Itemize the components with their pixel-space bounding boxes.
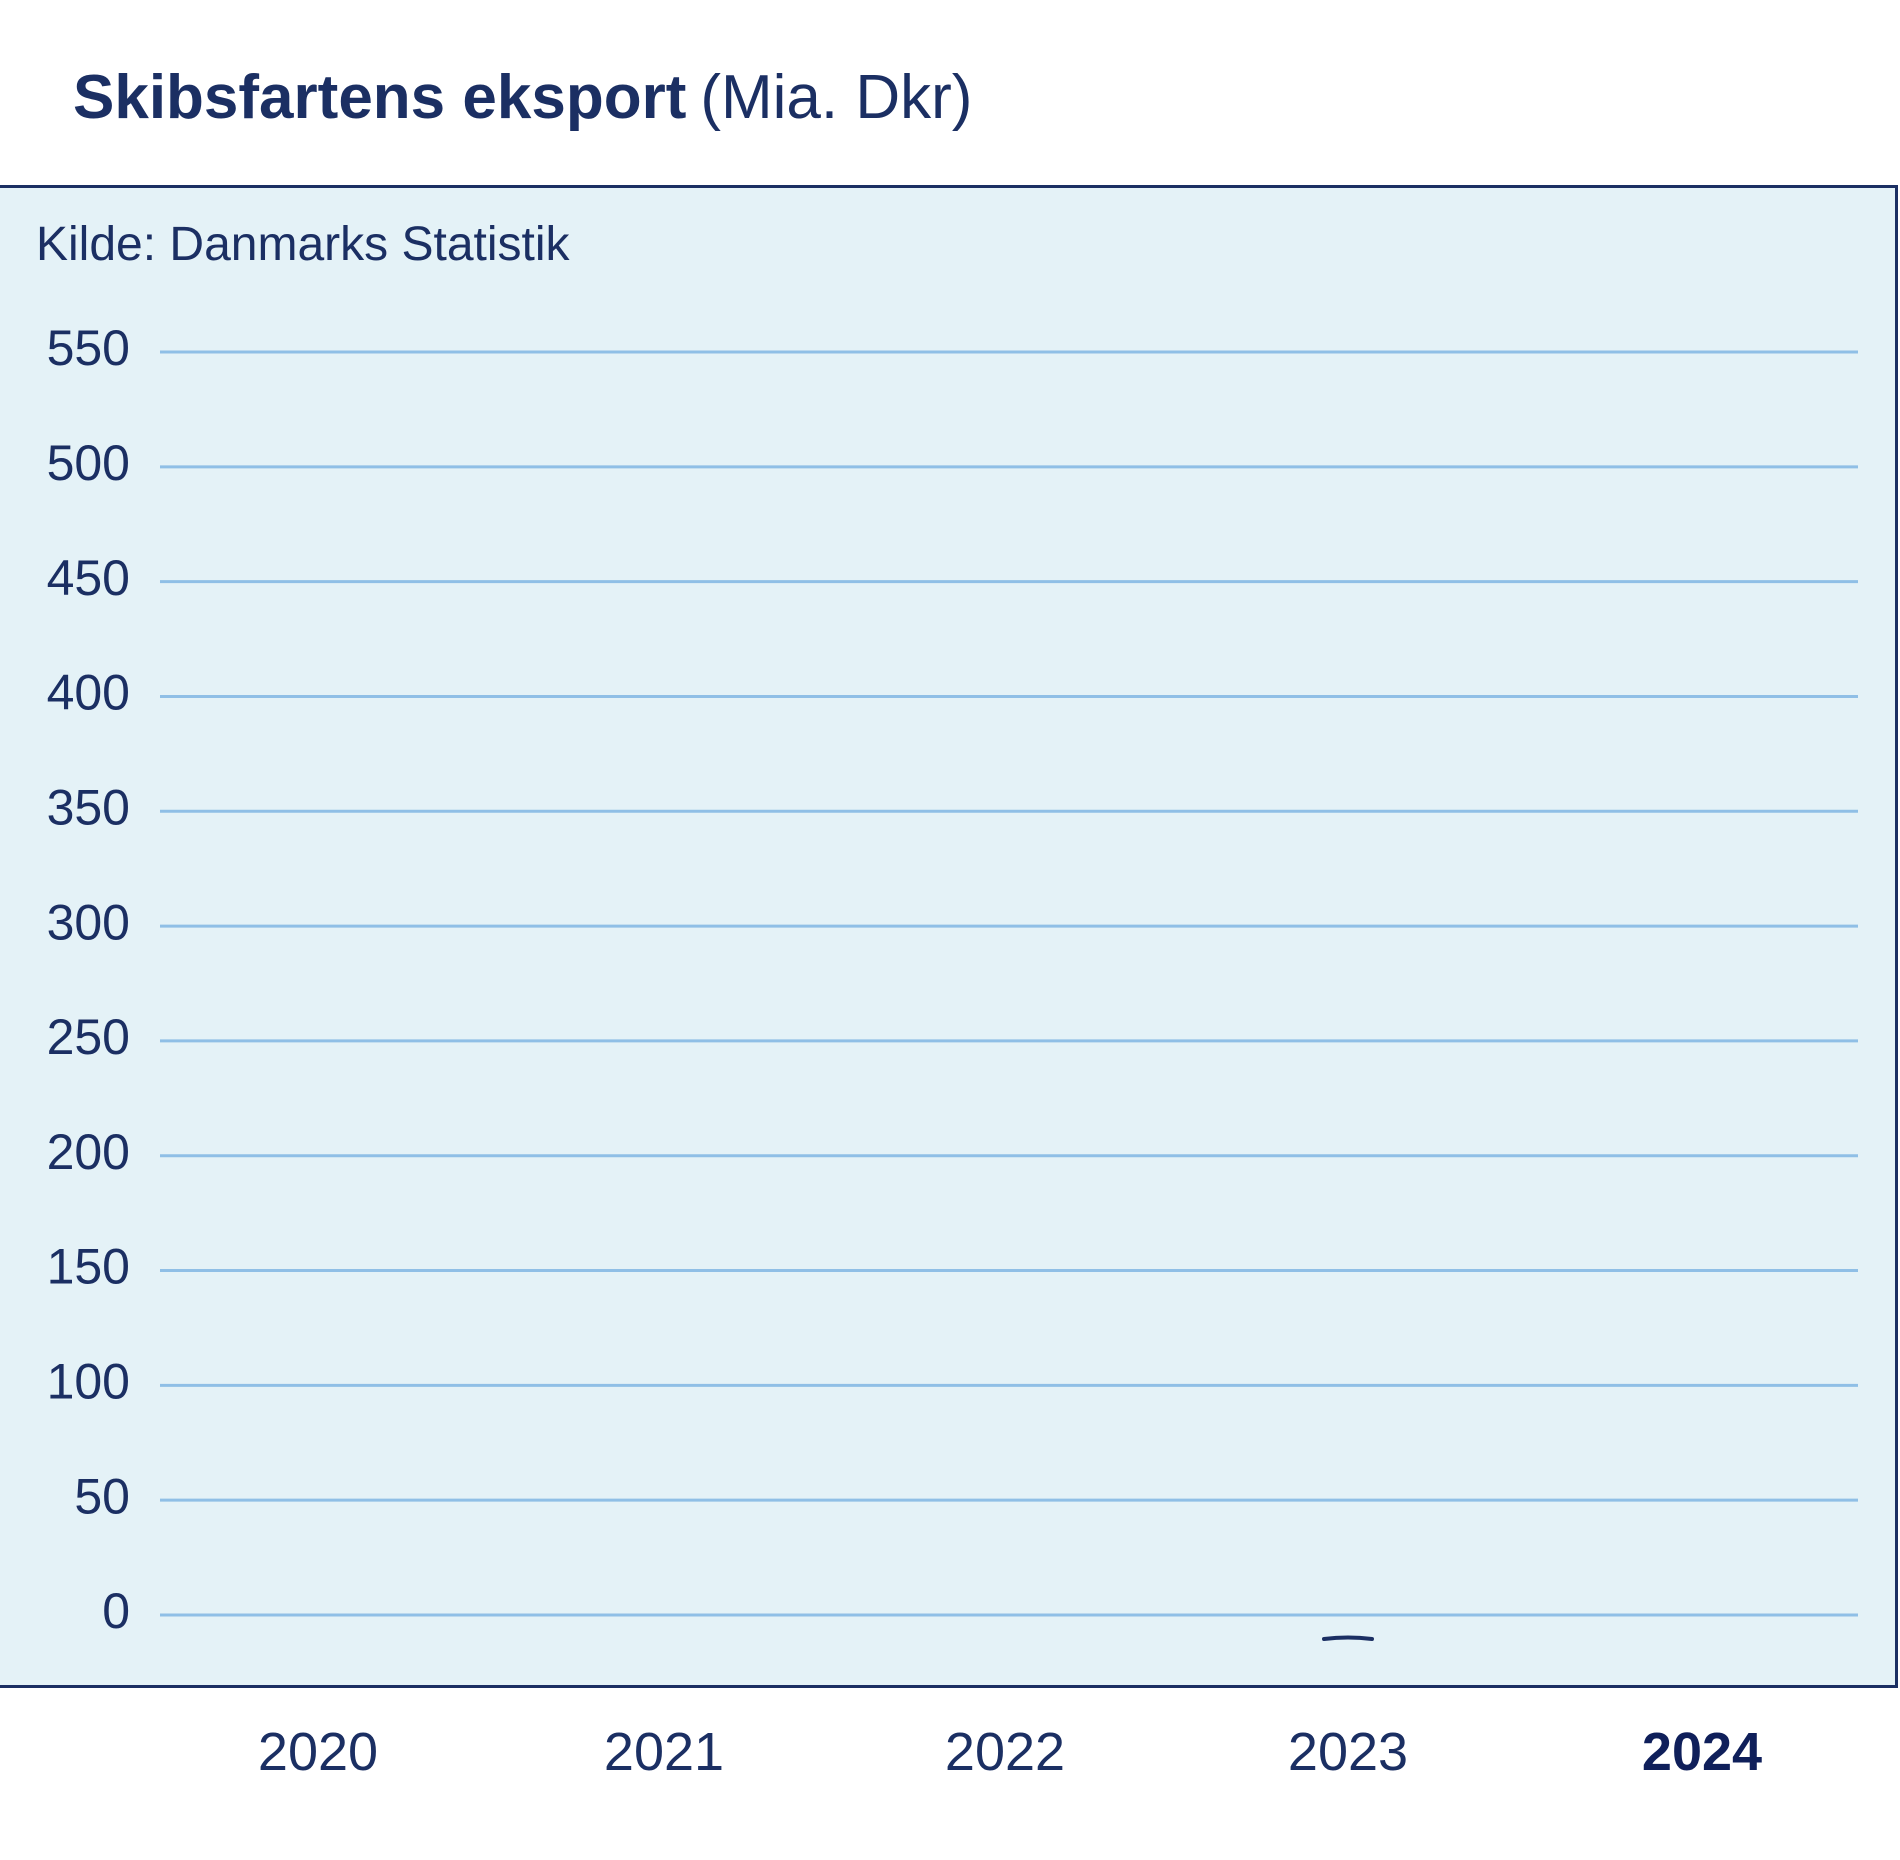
y-tick-label: 150	[47, 1239, 130, 1295]
chart-title-main: Skibsfartens eksport	[73, 63, 687, 132]
x-tick-label-2021: 2021	[604, 1722, 724, 1782]
chart-title: Skibsfartens eksport (Mia. Dkr)	[73, 58, 972, 138]
y-tick-label: 250	[47, 1009, 130, 1065]
plot-panel	[0, 185, 1898, 1688]
y-tick-label: 50	[74, 1468, 130, 1524]
y-tick-label: 100	[47, 1354, 130, 1410]
series-0-point-2023	[1322, 1635, 1374, 1641]
y-tick-label: 400	[47, 665, 130, 721]
y-tick-label: 300	[47, 894, 130, 950]
x-tick-label-2023: 2023	[1288, 1722, 1408, 1782]
source-note: Kilde: Danmarks Statistik	[36, 218, 570, 271]
chart-title-unit: (Mia. Dkr)	[700, 63, 973, 132]
y-tick-label: 550	[47, 320, 130, 376]
y-tick-label: 0	[102, 1583, 130, 1639]
y-tick-label: 200	[47, 1124, 130, 1180]
y-tick-label: 450	[47, 550, 130, 606]
x-tick-label-2020: 2020	[258, 1722, 378, 1782]
y-tick-label: 350	[47, 779, 130, 835]
x-tick-label-2024: 2024	[1642, 1722, 1762, 1782]
x-tick-label-2022: 2022	[945, 1722, 1065, 1782]
y-tick-label: 500	[47, 435, 130, 491]
